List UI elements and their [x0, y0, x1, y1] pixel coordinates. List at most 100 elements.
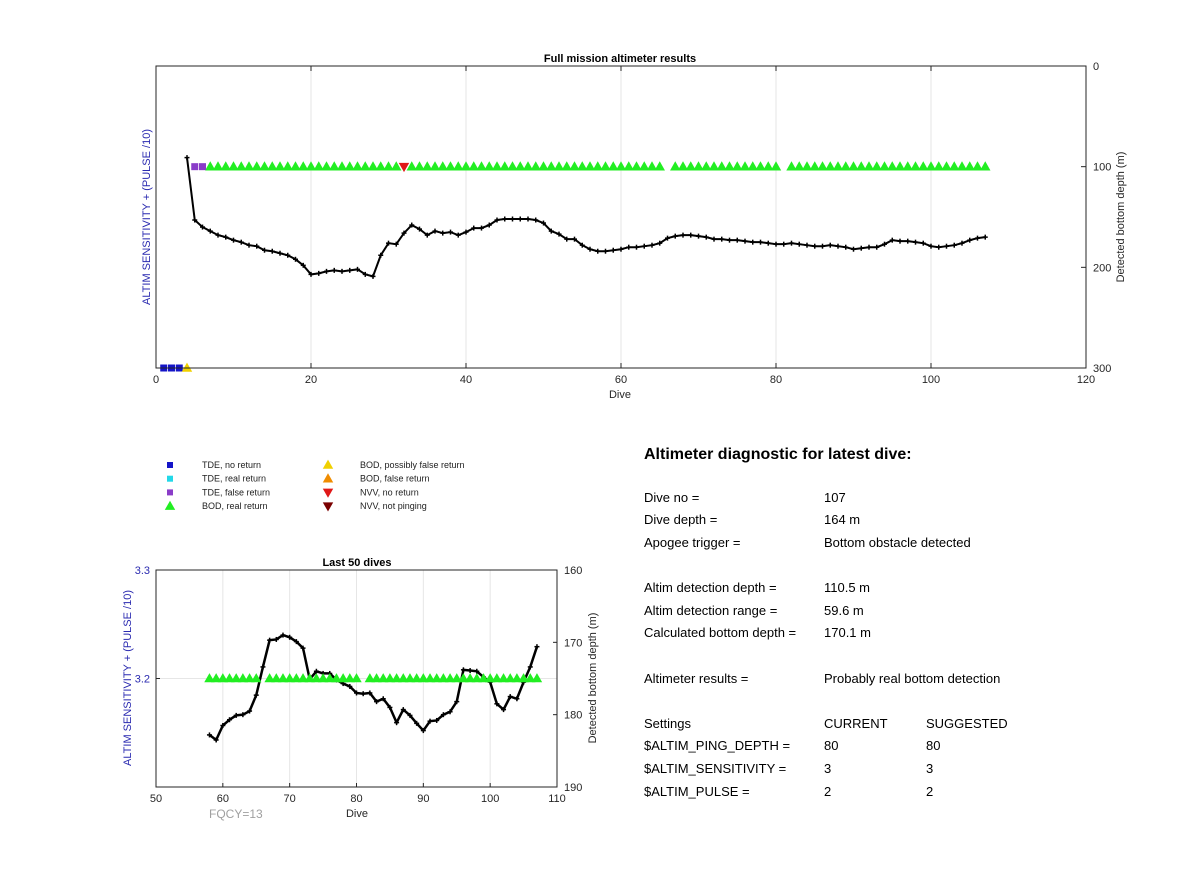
results-row: Altimeter results = Probably real bottom…: [644, 667, 1164, 690]
status-marker: [331, 673, 342, 683]
status-marker: [398, 673, 409, 683]
depth-point: [339, 268, 345, 274]
depth-point: [719, 236, 725, 242]
status-marker: [217, 673, 229, 683]
status-marker: [329, 161, 340, 171]
status-marker: [251, 161, 262, 171]
depth-point: [804, 242, 810, 248]
status-marker: [871, 161, 882, 171]
axes: 50 60 70 80 90 100 110 3.2 3.3 160 170 180 190: [135, 565, 583, 805]
status-marker: [344, 161, 355, 171]
status-marker: [391, 161, 402, 171]
depth-point: [882, 241, 887, 247]
status-marker: [538, 161, 549, 171]
dive-depth-label: Dive depth =: [644, 512, 718, 528]
depth-point: [672, 233, 678, 239]
status-marker: [724, 161, 735, 171]
status-marker: [825, 161, 836, 171]
depth-point: [533, 217, 539, 223]
depth-point: [269, 248, 275, 254]
depth-point: [313, 668, 319, 674]
depth-point: [200, 224, 205, 230]
ping-depth-row: $ALTIM_PING_DEPTH = 80 80: [644, 735, 1164, 758]
depth-point: [812, 243, 818, 249]
status-marker: [204, 673, 215, 683]
status-marker: [491, 161, 503, 171]
status-marker: [360, 161, 371, 171]
status-marker: [437, 161, 448, 171]
calculated-depth-value: 170.1 m: [824, 625, 871, 641]
depth-point: [316, 270, 322, 276]
depth-point: [253, 692, 259, 698]
depth-point: [331, 267, 337, 273]
status-marker: [274, 161, 286, 171]
depth-point: [502, 216, 508, 222]
depth-point: [858, 245, 864, 251]
dive-depth-value: 164 m: [824, 512, 861, 528]
chart-title: Full mission altimeter results: [544, 53, 696, 65]
x-axis-label: Dive: [609, 389, 631, 401]
sensitivity-row: $ALTIM_SENSITIVITY = 3 3: [644, 757, 1164, 780]
depth-point: [474, 668, 480, 674]
legend-label: BOD, false return: [360, 474, 430, 484]
y-axis-right-label: Detected bottom depth (m): [1115, 152, 1127, 283]
detection-depth-value: 110.5 m: [824, 580, 871, 596]
depth-point: [657, 240, 663, 246]
status-marker: [228, 161, 239, 171]
depth-point: [233, 712, 239, 718]
depth-point: [479, 225, 484, 231]
depth-point: [517, 216, 523, 222]
detection-depth-row: Altim detection depth = 110.5 m: [644, 576, 1164, 599]
depth-point: [603, 248, 608, 254]
status-marker: [297, 673, 309, 683]
depth-point: [360, 691, 366, 697]
depth-point: [820, 243, 825, 249]
depth-point: [641, 243, 647, 249]
status-marker: [499, 161, 510, 171]
depth-line: [208, 633, 539, 742]
status-marker: [484, 673, 496, 683]
status-marker: [887, 161, 898, 171]
depth-point: [897, 238, 903, 244]
status-marker: [267, 161, 278, 171]
status-marker: [321, 161, 332, 171]
depth-point: [300, 262, 306, 268]
sensitivity-label: $ALTIM_SENSITIVITY =: [644, 760, 787, 776]
depth-point: [680, 232, 686, 238]
depth-point: [206, 732, 212, 738]
depth-point: [843, 244, 849, 250]
ping-depth-current: 80: [824, 738, 839, 754]
depth-point: [432, 228, 438, 234]
y-tick-label-right: 180: [564, 710, 582, 722]
axes: 0 20 40 60 80 100 120 0 100 200 300: [153, 61, 1111, 386]
status-marker: [716, 161, 727, 171]
legend-label: TDE, no return: [202, 460, 261, 470]
depth-point: [347, 267, 353, 273]
y-axis-right-label: Detected bottom depth (m): [587, 613, 599, 744]
status-marker: [384, 673, 396, 683]
status-marker: [848, 161, 859, 171]
dive-no-label: Dive no =: [644, 489, 700, 505]
status-marker: [949, 161, 960, 171]
depth-point: [409, 222, 415, 228]
depth-point: [238, 239, 244, 245]
legend-marker: [167, 475, 173, 482]
status-marker: [422, 161, 433, 171]
status-marker: [414, 161, 425, 171]
depth-line: [186, 157, 986, 278]
status-marker: [406, 161, 417, 171]
depth-point: [380, 696, 386, 702]
y-tick-label: 0: [1093, 61, 1099, 73]
y-tick-label: 300: [1093, 363, 1111, 375]
status-marker: [504, 673, 516, 683]
dive-depth-row: Dive depth = 164 m: [644, 509, 1164, 532]
depth-point: [564, 236, 570, 242]
status-marker: [371, 673, 382, 683]
depth-point: [796, 241, 802, 247]
results-value: Probably real bottom detection: [824, 670, 1001, 686]
depth-point: [742, 238, 748, 244]
status-marker: [708, 161, 720, 171]
depth-point: [494, 217, 500, 223]
status-marker: [476, 161, 487, 171]
chart-last-50-dives: Last 50 dives 50 60 70 80 90 100 110 3.2 3.3 160 1…: [122, 557, 599, 820]
